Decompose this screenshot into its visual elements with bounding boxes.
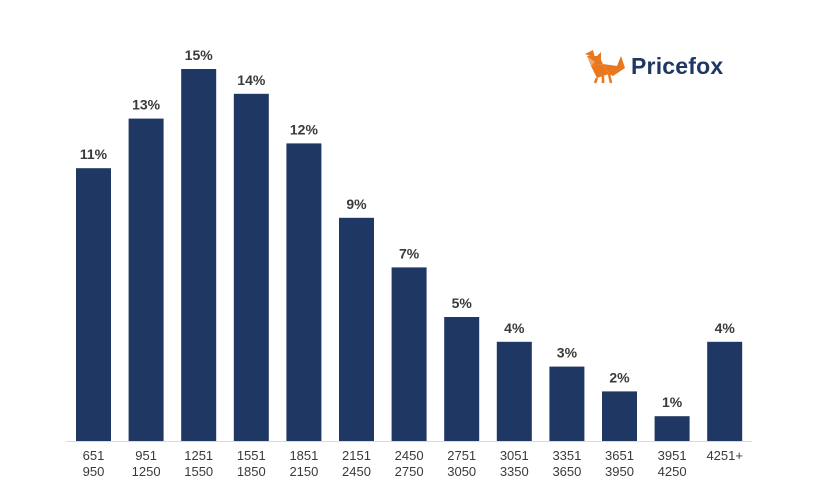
bar xyxy=(181,69,217,441)
x-tick-label: 4251+ xyxy=(706,448,743,463)
bar xyxy=(128,118,164,441)
bar-value-label: 14% xyxy=(237,72,266,88)
x-tick-label: 651 xyxy=(83,448,105,463)
bar xyxy=(233,93,269,442)
x-tick-label: 3950 xyxy=(605,464,634,479)
x-tick-label: 3651 xyxy=(605,448,634,463)
bar-value-label: 13% xyxy=(132,97,161,113)
bar-value-label: 15% xyxy=(185,47,214,63)
x-tick-label: 1250 xyxy=(132,464,161,479)
bar xyxy=(549,366,585,441)
x-tick-label: 950 xyxy=(83,464,105,479)
x-tick-label: 2450 xyxy=(342,464,371,479)
bar xyxy=(339,217,374,441)
bar xyxy=(496,341,532,441)
bar xyxy=(444,317,480,441)
bar-value-label: 2% xyxy=(609,369,630,385)
x-tick-label: 4250 xyxy=(658,464,687,479)
x-tick-label: 1850 xyxy=(237,464,266,479)
bar-value-label: 12% xyxy=(290,121,319,137)
bar-value-label: 11% xyxy=(80,146,108,162)
bar-value-label: 4% xyxy=(715,320,736,336)
x-tick-label: 3350 xyxy=(500,464,529,479)
x-tick-label: 1851 xyxy=(289,448,318,463)
x-tick-label: 951 xyxy=(135,448,157,463)
x-tick-label: 3351 xyxy=(552,448,581,463)
bar xyxy=(654,416,690,441)
bar xyxy=(602,391,637,441)
bar-value-label: 5% xyxy=(452,295,473,311)
bar xyxy=(76,168,111,441)
x-tick-label: 2450 xyxy=(395,448,424,463)
x-tick-label: 2150 xyxy=(289,464,318,479)
brand-name: Pricefox xyxy=(631,52,724,79)
x-tick-label: 1550 xyxy=(184,464,213,479)
bar-value-label: 1% xyxy=(662,394,683,410)
x-tick-label: 1551 xyxy=(237,448,266,463)
bar-value-label: 3% xyxy=(557,345,578,361)
x-tick-label: 3650 xyxy=(552,464,581,479)
x-tick-label: 2750 xyxy=(395,464,424,479)
bar-value-label: 9% xyxy=(346,196,367,212)
x-tick-label: 3051 xyxy=(500,448,529,463)
x-tick-label: 2151 xyxy=(342,448,371,463)
bar xyxy=(286,143,322,441)
bar-value-label: 4% xyxy=(504,320,525,336)
pricefox-logo: Pricefox xyxy=(581,46,723,86)
bar xyxy=(707,341,743,441)
x-tick-label: 2751 xyxy=(447,448,476,463)
x-tick-label: 3050 xyxy=(447,464,476,479)
fox-icon xyxy=(585,50,625,84)
x-tick-label: 1251 xyxy=(184,448,213,463)
bar xyxy=(391,267,427,441)
x-tick-label: 3951 xyxy=(658,448,687,463)
bar-value-label: 7% xyxy=(399,245,420,261)
